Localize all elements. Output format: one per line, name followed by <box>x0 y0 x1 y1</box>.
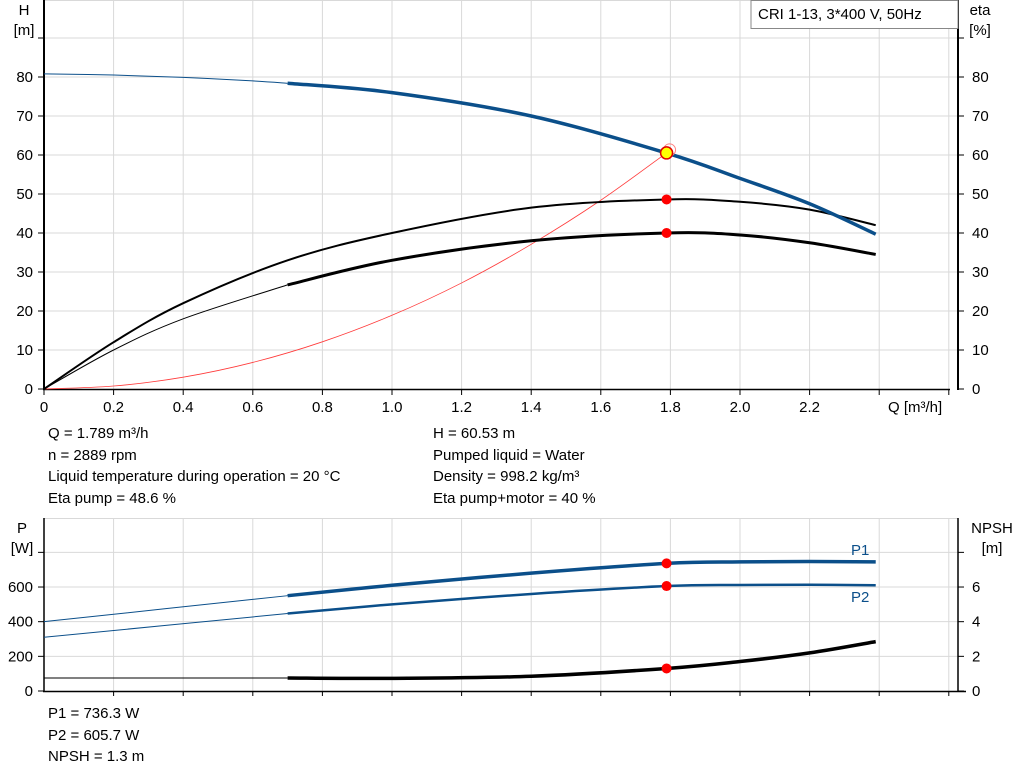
eta-pump-motor-duty-point <box>661 228 672 238</box>
system-curve <box>43 152 667 390</box>
npsh-tick-label: 6 <box>972 579 980 596</box>
info-speed: n = 2889 rpm <box>48 446 137 464</box>
p1-duty-point <box>661 558 672 569</box>
p2-series-label: P2 <box>851 589 869 606</box>
eta-tick-label: 0 <box>972 381 980 398</box>
info-head: H = 60.53 m <box>433 425 516 442</box>
npsh-curve <box>287 639 877 681</box>
x-tick-label: 1.4 <box>521 399 542 416</box>
p-axis-unit: [W] <box>11 540 34 557</box>
h-curve <box>287 81 877 236</box>
h-tick-label: 60 <box>16 147 33 164</box>
eta-axis-label: eta <box>970 2 992 19</box>
info-npsh: NPSH = 1.3 m <box>48 748 145 765</box>
npsh-tick-label: 4 <box>972 614 980 631</box>
h-curve-thin <box>43 73 288 84</box>
bottom-info: P1 = 736.3 W P2 = 605.7 W NPSH = 1.3 m <box>48 703 144 768</box>
top-grid <box>44 0 958 389</box>
eta-pump-motor-curve-thin <box>43 284 288 390</box>
chart-title: CRI 1-13, 3*400 V, 50Hz <box>758 6 922 23</box>
p2-curve-thin <box>43 613 288 638</box>
eta-tick-label: 10 <box>972 342 989 359</box>
p-tick-label: 400 <box>8 614 33 631</box>
top-info-right: H = 60.53 m Pumped liquid = Water Densit… <box>433 423 596 509</box>
p-axis-label: P <box>17 520 27 537</box>
eta-pump-duty-point <box>661 194 672 205</box>
h-tick-label: 40 <box>16 225 33 242</box>
eta-tick-label: 80 <box>972 69 989 86</box>
eta-tick-label: 60 <box>972 147 989 164</box>
x-tick-label: 0.8 <box>312 399 333 416</box>
npsh-axis-unit: [m] <box>982 540 1003 557</box>
p-tick-label: 200 <box>8 648 33 665</box>
h-tick-label: 0 <box>25 381 33 398</box>
eta-tick-label: 40 <box>972 225 989 242</box>
p1-curve-thin <box>43 595 288 623</box>
info-liquid-temp: Liquid temperature during operation = 20… <box>48 468 341 485</box>
eta-tick-label: 70 <box>972 108 989 125</box>
eta-axis-unit: [%] <box>969 22 991 39</box>
bottom-grid <box>44 518 958 691</box>
npsh-tick-label: 0 <box>972 683 980 700</box>
info-eta-pump: Eta pump = 48.6 % <box>48 489 176 507</box>
p-tick-label: 0 <box>25 683 33 700</box>
h-axis-label: H <box>19 2 30 19</box>
eta-tick-label: 30 <box>972 264 989 281</box>
x-tick-label: 1.0 <box>382 399 403 416</box>
head-duty-point[interactable] <box>659 146 674 160</box>
p2-curve <box>287 583 876 615</box>
p1-curve <box>287 559 876 598</box>
x-tick-label: 0.6 <box>242 399 263 416</box>
title-box: CRI 1-13, 3*400 V, 50Hz <box>750 0 959 29</box>
npsh-axis-label: NPSH <box>971 520 1013 537</box>
eta-tick-label: 20 <box>972 303 989 320</box>
npsh-tick-label: 2 <box>972 648 980 665</box>
h-tick-label: 50 <box>16 186 33 203</box>
h-tick-label: 70 <box>16 108 33 125</box>
p-tick-label: 600 <box>8 579 33 596</box>
info-eta-pump-motor: Eta pump+motor = 40 % <box>433 489 596 507</box>
x-tick-label: 2.0 <box>730 399 751 416</box>
info-pumped-liquid: Pumped liquid = Water <box>433 446 585 464</box>
x-tick-label: 0 <box>40 399 48 416</box>
info-p1: P1 = 736.3 W <box>48 705 140 722</box>
h-tick-label: 30 <box>16 264 33 281</box>
p1-series-label: P1 <box>851 542 869 559</box>
p2-duty-point <box>661 581 672 592</box>
h-tick-label: 10 <box>16 342 33 359</box>
h-tick-label: 20 <box>16 303 33 320</box>
x-tick-label: 0.4 <box>173 399 194 416</box>
top-info-left: Q = 1.789 m³/h n = 2889 rpm Liquid tempe… <box>48 423 340 509</box>
x-tick-label: 1.2 <box>451 399 472 416</box>
q-axis-label: Q [m³/h] <box>888 399 942 416</box>
npsh-duty-point <box>661 663 672 674</box>
eta-pump-motor-curve <box>287 231 876 287</box>
x-tick-label: 1.8 <box>660 399 681 416</box>
eta-tick-label: 50 <box>972 186 989 203</box>
info-density: Density = 998.2 kg/m³ <box>433 468 580 485</box>
x-tick-label: 2.2 <box>799 399 820 416</box>
info-flow: Q = 1.789 m³/h <box>48 425 149 442</box>
info-p2: P2 = 605.7 W <box>48 726 140 744</box>
x-tick-label: 1.6 <box>590 399 611 416</box>
h-axis-unit: [m] <box>14 22 35 39</box>
x-tick-label: 0.2 <box>103 399 124 416</box>
eta-pump-curve <box>43 198 876 390</box>
h-tick-label: 80 <box>16 69 33 86</box>
